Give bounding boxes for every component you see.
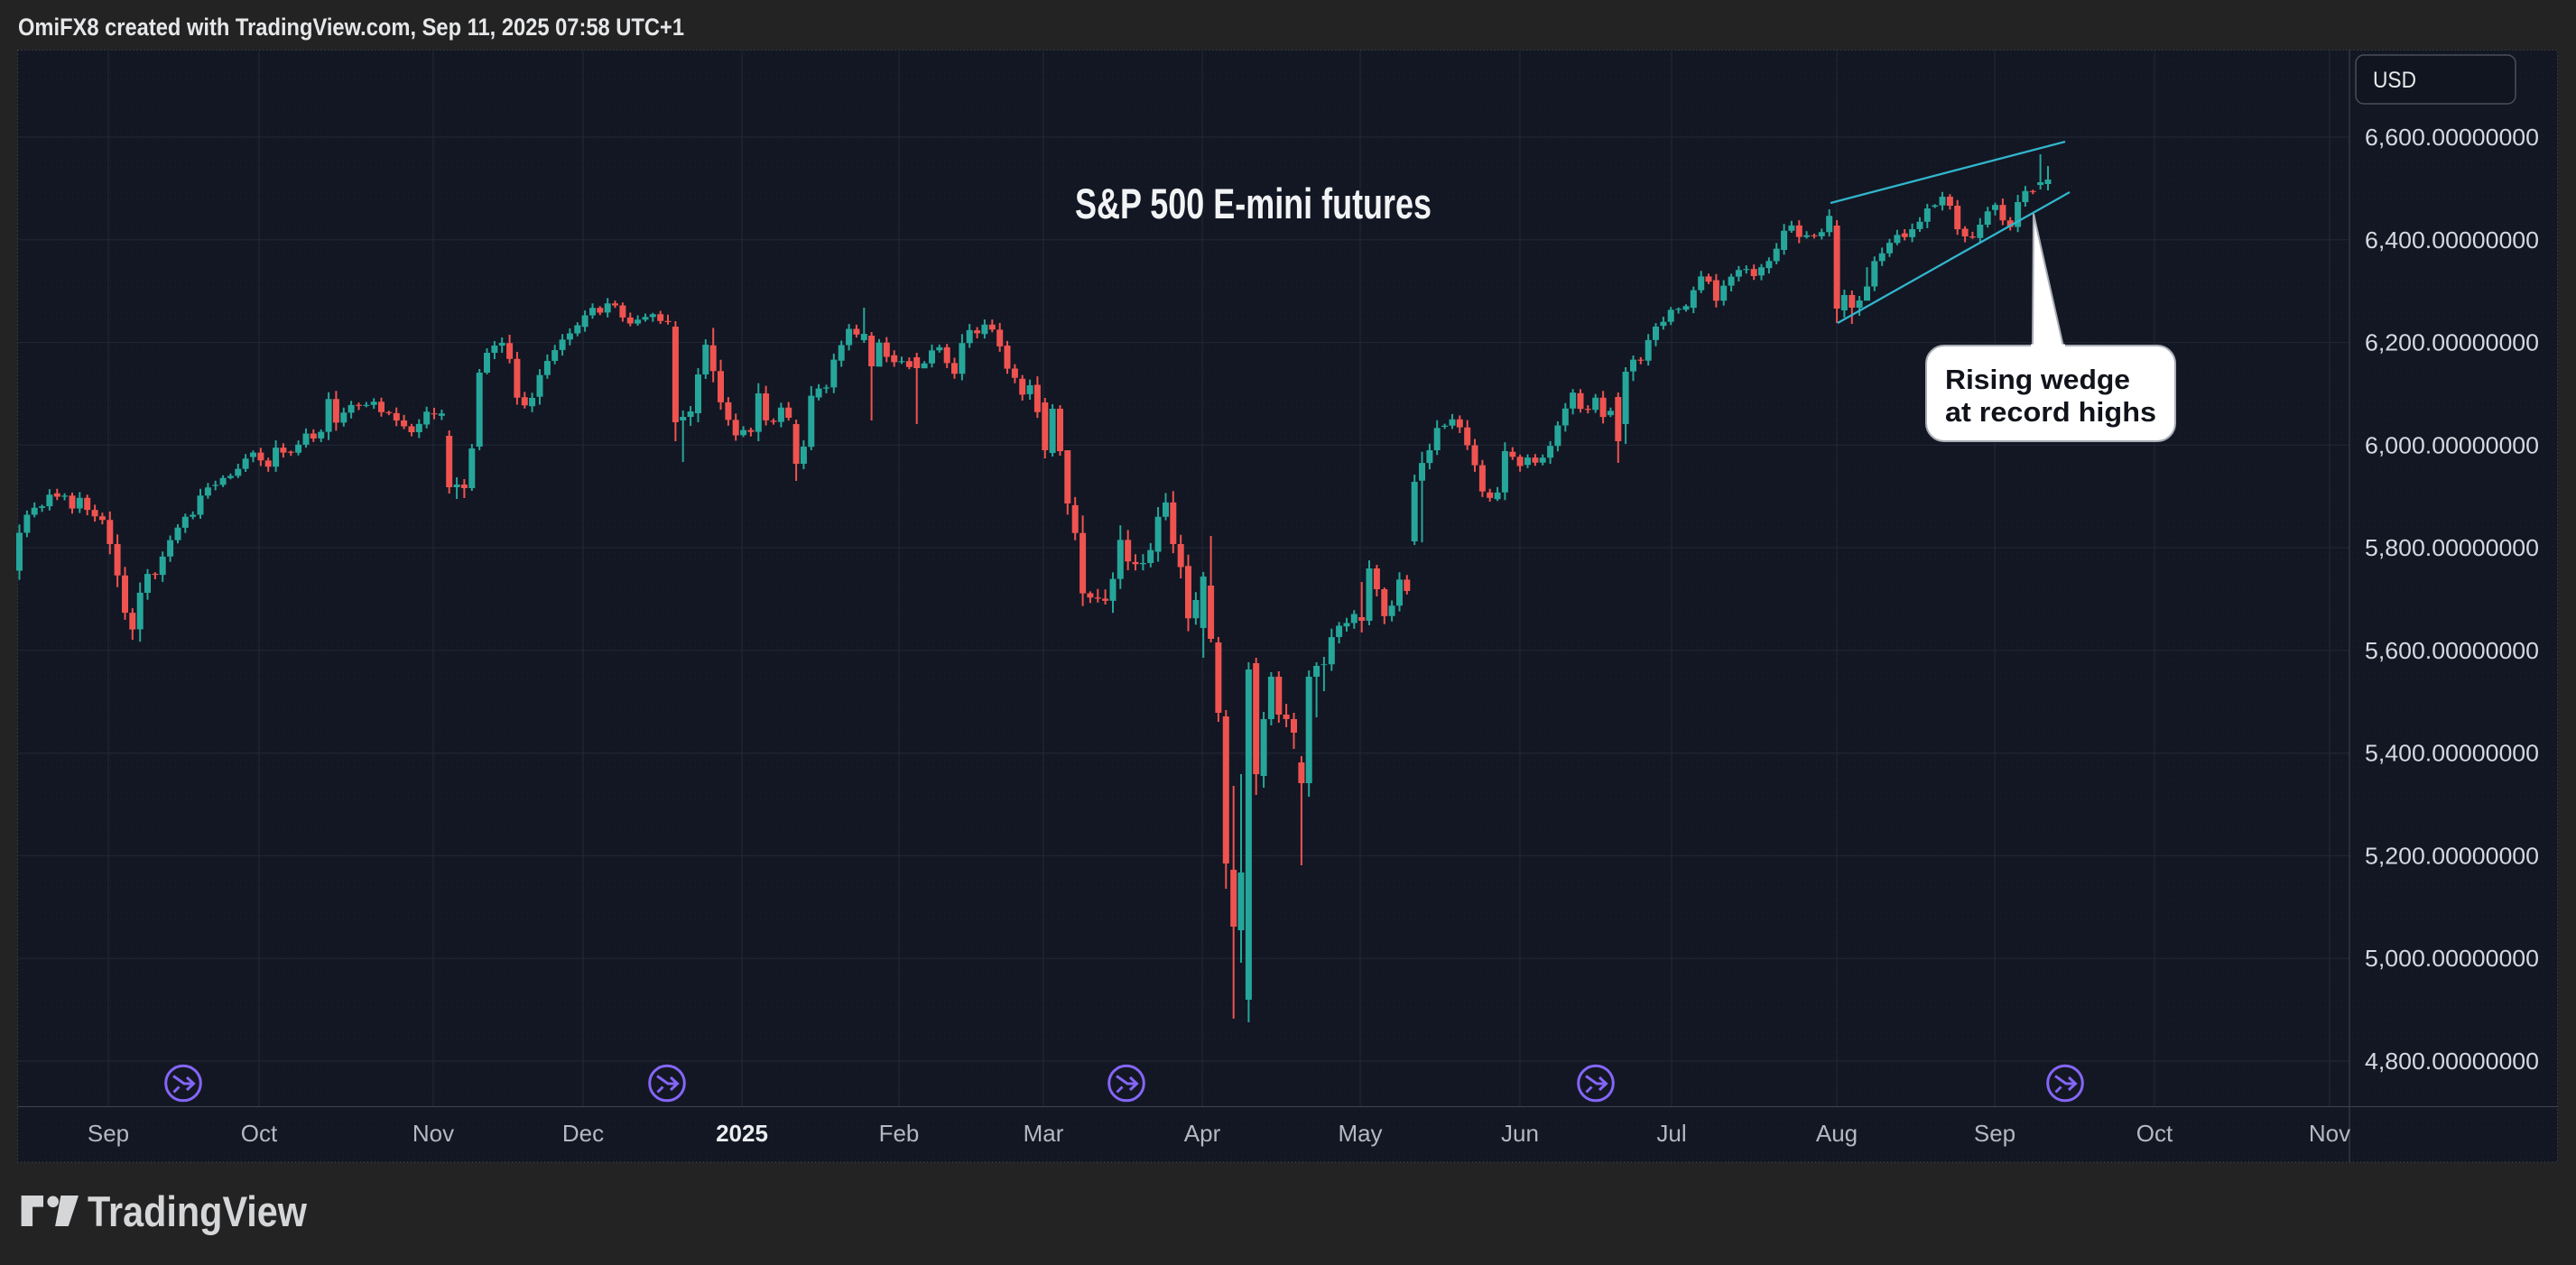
svg-text:6,200.00000000: 6,200.00000000 [2365, 329, 2539, 356]
svg-text:5,400.00000000: 5,400.00000000 [2365, 740, 2539, 767]
svg-text:OmiFX8 created with TradingVie: OmiFX8 created with TradingView.com, Sep… [18, 14, 684, 41]
svg-text:Sep: Sep [1974, 1120, 2015, 1147]
svg-text:5,600.00000000: 5,600.00000000 [2365, 637, 2539, 664]
svg-text:5,800.00000000: 5,800.00000000 [2365, 534, 2539, 561]
svg-text:May: May [1338, 1120, 1382, 1147]
svg-text:Apr: Apr [1184, 1120, 1221, 1147]
svg-text:Jun: Jun [1501, 1120, 1539, 1147]
svg-text:Mar: Mar [1024, 1120, 1064, 1147]
svg-text:S&P 500 E-mini futures: S&P 500 E-mini futures [1075, 180, 1432, 227]
svg-text:Nov: Nov [2309, 1120, 2350, 1147]
svg-text:at record highs: at record highs [1945, 396, 2156, 428]
svg-text:5,200.00000000: 5,200.00000000 [2365, 842, 2539, 869]
svg-text:Dec: Dec [562, 1120, 604, 1147]
svg-text:5,000.00000000: 5,000.00000000 [2365, 945, 2539, 972]
svg-text:2025: 2025 [716, 1120, 768, 1147]
svg-text:Feb: Feb [879, 1120, 920, 1147]
svg-text:USD: USD [2373, 68, 2416, 93]
svg-text:Jul: Jul [1656, 1120, 1686, 1147]
svg-text:Aug: Aug [1816, 1120, 1858, 1147]
svg-text:Rising wedge: Rising wedge [1945, 364, 2130, 395]
svg-text:Oct: Oct [241, 1120, 278, 1147]
svg-text:Nov: Nov [412, 1120, 454, 1147]
svg-text:6,600.00000000: 6,600.00000000 [2365, 124, 2539, 151]
svg-text:6,400.00000000: 6,400.00000000 [2365, 226, 2539, 254]
svg-text:4,800.00000000: 4,800.00000000 [2365, 1048, 2539, 1075]
svg-text:6,000.00000000: 6,000.00000000 [2365, 431, 2539, 458]
svg-text:TradingView: TradingView [88, 1187, 307, 1235]
svg-text:Sep: Sep [88, 1120, 129, 1147]
svg-text:Oct: Oct [2136, 1120, 2173, 1147]
